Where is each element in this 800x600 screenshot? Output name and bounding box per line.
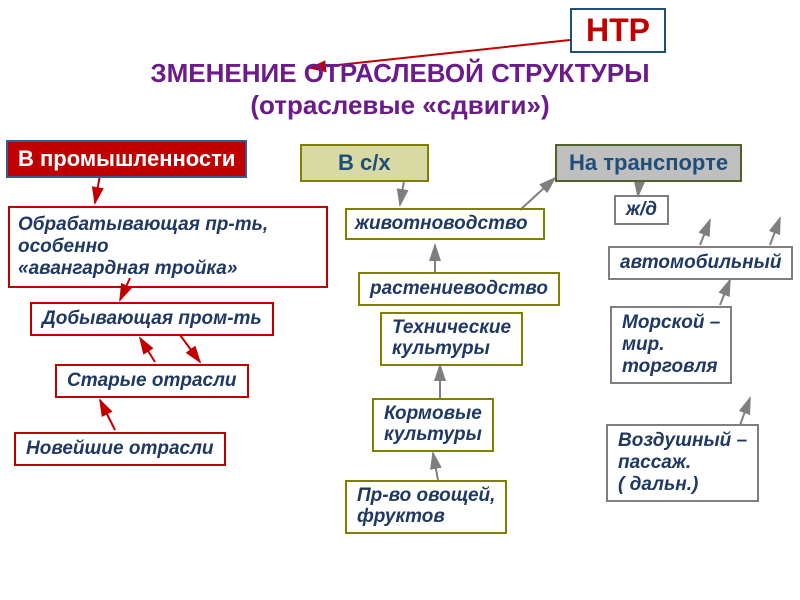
trans-sea: Морской – мир. торговля <box>610 306 732 384</box>
ind-processing: Обрабатывающая пр-ть, особенно «авангард… <box>8 206 328 288</box>
cat-transport: На транспорте <box>555 144 742 182</box>
ind-new: Новейшие отрасли <box>14 432 226 466</box>
trans-rail: ж/д <box>614 195 669 225</box>
ind-old: Старые отрасли <box>55 364 249 398</box>
agri-veg: Пр-во овощей, фруктов <box>345 480 507 534</box>
agri-livestock: животноводство <box>345 208 545 240</box>
cat-industry: В промышленности <box>6 140 247 178</box>
agri-feed: Кормовыекультуры <box>372 398 494 452</box>
page-title-line2: (отраслевые «сдвиги») <box>0 90 800 121</box>
ntr-box: НТР <box>570 8 666 53</box>
trans-air: Воздушный – пассаж.( дальн.) <box>606 424 759 502</box>
page-title-line1: ЗМЕНЕНИЕ ОТРАСЛЕВОЙ СТРУКТУРЫ <box>0 58 800 89</box>
agri-crop: растениеводство <box>358 272 560 306</box>
cat-agriculture: В с/х <box>300 144 429 182</box>
trans-auto: автомобильный <box>608 246 793 280</box>
ind-mining: Добывающая пром-ть <box>30 302 274 336</box>
agri-tech: Технические культуры <box>380 312 523 366</box>
